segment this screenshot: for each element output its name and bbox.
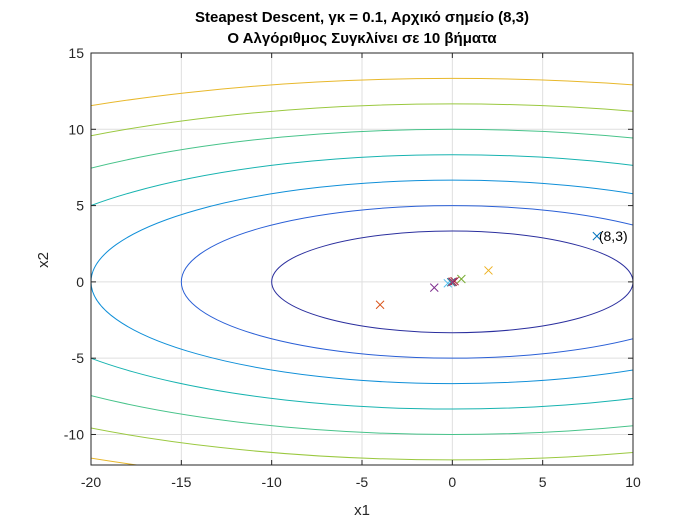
contour-line — [180, 205, 633, 359]
x-axis-label: x1 — [354, 502, 370, 519]
y-axis-label: x2 — [35, 252, 52, 268]
y-tick-label: -10 — [64, 426, 84, 442]
iteration-point-marker — [450, 276, 459, 286]
x-tick-label: 5 — [539, 474, 547, 490]
contour-line — [91, 154, 633, 410]
iteration-point-marker — [457, 274, 466, 284]
annotations: (8,3) — [599, 228, 628, 244]
axis-ticks: -20 -15 -10 -5 0 5 10 -10 -5 0 5 10 15 — [64, 45, 641, 490]
iteration-points — [375, 231, 602, 310]
x-tick-label: 10 — [625, 474, 641, 490]
iteration-point-marker — [429, 283, 439, 292]
chart-subtitle: Ο Αλγόριθμος Συγκλίνει σε 10 βήματα — [227, 30, 497, 47]
iteration-point-marker — [592, 231, 602, 241]
y-tick-label: 0 — [76, 274, 84, 290]
x-tick-label: -20 — [81, 474, 101, 490]
iteration-point-marker — [375, 300, 385, 310]
contour-line — [91, 77, 633, 465]
y-tick-label: 10 — [68, 121, 84, 137]
iteration-point-marker — [484, 266, 493, 275]
y-tick-label: 15 — [68, 45, 84, 61]
contour-line — [91, 103, 633, 461]
y-tick-label: 5 — [76, 198, 84, 214]
chart-title: Steapest Descent, γκ = 0.1, Αρχικό σημεί… — [195, 9, 529, 26]
y-tick-label: -5 — [72, 350, 85, 366]
x-tick-label: -15 — [171, 474, 191, 490]
iteration-point-marker — [448, 277, 457, 287]
x-tick-label: -10 — [262, 474, 282, 490]
x-tick-label: 0 — [448, 474, 456, 490]
point-annotation: (8,3) — [599, 228, 628, 244]
contour-line — [91, 128, 633, 435]
x-tick-label: -5 — [356, 474, 369, 490]
